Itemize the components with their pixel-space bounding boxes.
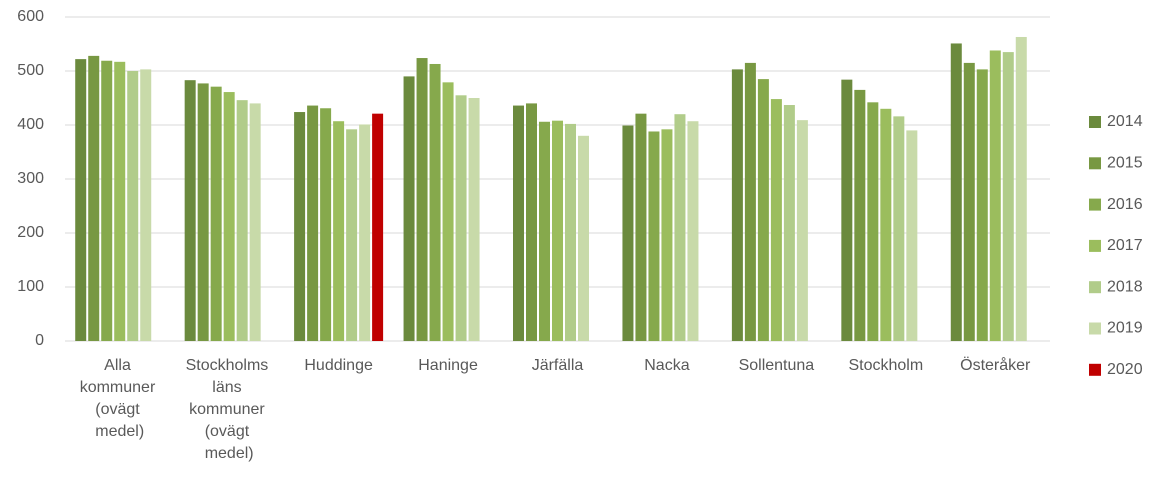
bar bbox=[416, 58, 428, 341]
bar bbox=[210, 86, 222, 341]
y-tick-label: 600 bbox=[17, 8, 44, 25]
bar bbox=[442, 82, 454, 341]
bar bbox=[526, 103, 537, 342]
bar bbox=[906, 130, 918, 341]
bar bbox=[197, 83, 209, 342]
bar bbox=[114, 61, 126, 341]
y-tick-label: 400 bbox=[17, 116, 44, 133]
x-tick-label: Stockholm bbox=[848, 357, 923, 374]
bar bbox=[429, 63, 441, 341]
bar bbox=[867, 102, 879, 341]
bar bbox=[744, 62, 756, 342]
legend-label: 2019 bbox=[1107, 320, 1143, 337]
legend-label: 2015 bbox=[1107, 155, 1143, 172]
bar bbox=[320, 108, 332, 341]
legend-swatch bbox=[1089, 116, 1101, 128]
bar bbox=[1015, 36, 1027, 341]
bar bbox=[539, 121, 550, 341]
y-tick-label: 100 bbox=[17, 278, 44, 295]
bar bbox=[880, 108, 892, 341]
legend-label: 2014 bbox=[1107, 113, 1143, 130]
y-tick-label: 200 bbox=[17, 224, 44, 241]
bar bbox=[249, 103, 261, 342]
legend-swatch bbox=[1089, 363, 1101, 376]
legend-label: 2017 bbox=[1107, 237, 1143, 254]
y-tick-label: 300 bbox=[17, 170, 44, 187]
x-tick-label: Haninge bbox=[418, 357, 478, 374]
bar bbox=[661, 129, 673, 341]
bar bbox=[333, 121, 345, 341]
bar bbox=[101, 60, 113, 342]
bar bbox=[622, 125, 634, 341]
bar bbox=[468, 98, 480, 341]
legend-swatch bbox=[1089, 198, 1101, 211]
x-tick-label: Sollentuna bbox=[739, 357, 815, 374]
bar bbox=[578, 135, 589, 341]
bar bbox=[854, 89, 866, 342]
bar bbox=[1002, 52, 1014, 341]
bar bbox=[346, 129, 358, 341]
bar bbox=[140, 69, 152, 341]
x-tick-label: Alla kommuner (ovägt medel) bbox=[80, 357, 160, 440]
bar bbox=[127, 71, 139, 341]
legend-swatch bbox=[1089, 281, 1101, 294]
bar bbox=[687, 121, 699, 341]
bar bbox=[963, 62, 975, 342]
bar bbox=[770, 99, 782, 341]
legend-swatch bbox=[1089, 239, 1101, 252]
bar bbox=[88, 55, 100, 341]
y-tick-label: 0 bbox=[35, 332, 44, 349]
bar bbox=[976, 69, 988, 341]
legend-label: 2020 bbox=[1107, 361, 1143, 378]
bar bbox=[989, 50, 1001, 341]
bar bbox=[359, 124, 371, 342]
bar bbox=[841, 79, 853, 341]
x-tick-label: Österåker bbox=[960, 356, 1031, 374]
legend-label: 2016 bbox=[1107, 196, 1143, 213]
bar bbox=[731, 69, 743, 341]
bar bbox=[513, 105, 524, 341]
x-tick-label: Huddinge bbox=[304, 357, 373, 374]
bar bbox=[403, 76, 415, 342]
y-tick-label: 500 bbox=[17, 62, 44, 79]
bar bbox=[307, 105, 319, 341]
bar bbox=[223, 92, 235, 341]
bar bbox=[893, 116, 905, 341]
bar bbox=[565, 123, 576, 341]
legend-swatch bbox=[1089, 157, 1101, 170]
bar bbox=[635, 113, 647, 341]
legend-swatch bbox=[1089, 322, 1101, 335]
bar bbox=[184, 80, 196, 342]
bar bbox=[455, 95, 467, 341]
bar bbox=[75, 59, 87, 342]
bar bbox=[236, 100, 248, 341]
bar bbox=[294, 112, 306, 341]
bar bbox=[783, 105, 795, 342]
bar bbox=[648, 131, 660, 341]
bar bbox=[674, 114, 686, 341]
bar bbox=[552, 120, 563, 342]
x-tick-label: Stockholms läns kommuner (ovägt medel) bbox=[186, 357, 273, 462]
legend-label: 2018 bbox=[1107, 278, 1143, 295]
bar bbox=[796, 120, 808, 341]
bar bbox=[950, 43, 962, 342]
x-tick-label: Nacka bbox=[644, 357, 689, 374]
bar bbox=[757, 79, 769, 341]
bar bbox=[372, 113, 384, 341]
x-tick-label: Järfälla bbox=[532, 357, 584, 374]
